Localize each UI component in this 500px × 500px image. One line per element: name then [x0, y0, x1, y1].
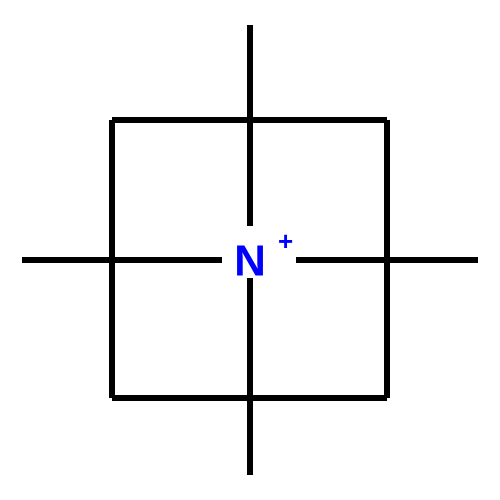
atom-charge: +	[278, 226, 293, 256]
structure-diagram: N+	[0, 0, 500, 500]
atom-symbol: N	[234, 236, 266, 285]
